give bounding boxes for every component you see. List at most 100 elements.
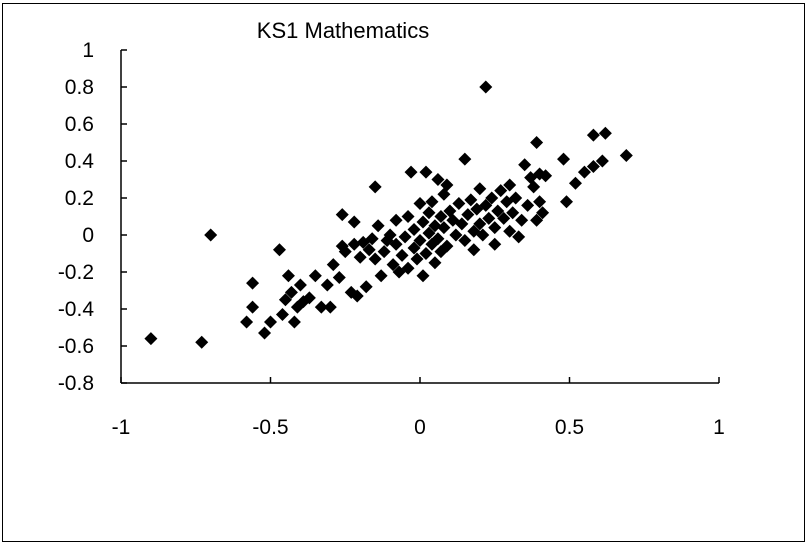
y-tick-label: 0.8 xyxy=(65,76,94,99)
y-tick-label: -0.8 xyxy=(58,372,94,395)
data-point xyxy=(539,169,553,183)
data-point xyxy=(350,289,364,303)
data-point xyxy=(347,237,361,251)
data-point xyxy=(491,204,505,218)
data-point xyxy=(449,228,463,242)
data-point xyxy=(530,136,544,149)
data-point xyxy=(320,278,334,292)
data-point xyxy=(458,234,472,248)
data-point xyxy=(419,247,433,260)
data-point xyxy=(533,195,547,209)
data-point xyxy=(377,245,391,259)
data-point xyxy=(464,193,478,207)
data-point xyxy=(410,252,424,266)
data-point xyxy=(557,152,571,166)
data-point xyxy=(338,245,352,259)
data-point xyxy=(431,232,445,246)
data-point xyxy=(416,269,430,283)
data-point xyxy=(458,152,472,166)
axes: 1 0.8 0.6 0.4 0.2 0 -0.2 -0.4 -0.6 -0.8 -1 -0.5 0 0.5… xyxy=(58,39,725,439)
data-point xyxy=(428,256,442,270)
data-point xyxy=(586,128,600,142)
x-tick-label: -0.5 xyxy=(252,416,288,439)
x-tick-label: 0.5 xyxy=(555,416,584,439)
data-point xyxy=(518,158,532,172)
data-point xyxy=(374,269,388,283)
data-point xyxy=(416,215,430,229)
data-point xyxy=(275,308,289,322)
data-point xyxy=(272,243,286,257)
data-point xyxy=(536,206,550,220)
x-tick-label: 0 xyxy=(414,416,426,439)
data-point xyxy=(497,211,511,225)
data-point xyxy=(479,198,493,212)
data-point xyxy=(407,222,421,236)
y-tick-label: 0 xyxy=(82,224,94,247)
data-points xyxy=(144,80,633,349)
data-point xyxy=(240,315,254,329)
data-point xyxy=(488,237,502,251)
data-point xyxy=(326,258,340,272)
chart-title: KS1 Mathematics xyxy=(257,18,429,43)
data-point xyxy=(440,239,454,253)
data-point xyxy=(586,160,600,174)
data-point xyxy=(422,206,436,220)
data-point xyxy=(293,278,307,292)
data-point xyxy=(195,335,209,349)
y-tick-label: 0.4 xyxy=(65,150,95,173)
data-point xyxy=(404,165,418,179)
data-point xyxy=(431,173,445,186)
data-point xyxy=(264,315,277,329)
data-point xyxy=(359,280,373,294)
data-point xyxy=(488,221,502,235)
x-tick-label: -1 xyxy=(112,416,131,439)
data-point xyxy=(482,211,496,225)
data-point xyxy=(425,195,439,209)
data-point xyxy=(479,80,493,94)
data-point xyxy=(467,243,481,257)
data-point xyxy=(494,184,508,198)
data-point xyxy=(577,165,591,179)
data-point xyxy=(473,182,487,196)
data-point xyxy=(246,276,260,290)
y-tick-label: 0.2 xyxy=(65,187,94,210)
data-point xyxy=(335,208,349,222)
data-point xyxy=(368,252,382,266)
y-tick-label: 0.6 xyxy=(65,113,94,136)
data-point xyxy=(347,215,361,229)
data-point xyxy=(437,221,451,235)
data-point xyxy=(353,250,367,264)
data-point xyxy=(413,234,427,248)
data-point xyxy=(401,210,415,223)
x-tick-label: 1 xyxy=(713,416,725,439)
data-point xyxy=(428,219,442,233)
y-tick-label: -0.4 xyxy=(58,298,95,321)
data-point xyxy=(452,197,466,211)
data-point xyxy=(395,248,409,262)
data-point xyxy=(568,176,582,190)
data-point xyxy=(440,178,454,192)
data-point xyxy=(515,213,529,227)
data-point xyxy=(503,178,517,192)
data-point xyxy=(371,219,385,233)
data-point xyxy=(389,237,403,251)
data-point xyxy=(308,269,322,283)
data-point xyxy=(368,180,382,194)
data-point xyxy=(503,224,517,238)
data-point xyxy=(476,228,490,242)
data-point xyxy=(362,243,376,257)
data-point xyxy=(560,195,574,209)
data-point xyxy=(302,291,316,305)
data-point xyxy=(509,191,523,205)
data-point xyxy=(500,195,514,209)
data-point xyxy=(530,213,544,227)
data-point xyxy=(527,180,541,194)
data-point xyxy=(485,191,499,205)
data-point xyxy=(521,198,535,212)
data-point xyxy=(401,261,415,275)
data-point xyxy=(332,271,346,285)
data-point xyxy=(407,241,421,255)
y-tick-label: -0.2 xyxy=(58,261,94,284)
data-point xyxy=(258,326,272,340)
